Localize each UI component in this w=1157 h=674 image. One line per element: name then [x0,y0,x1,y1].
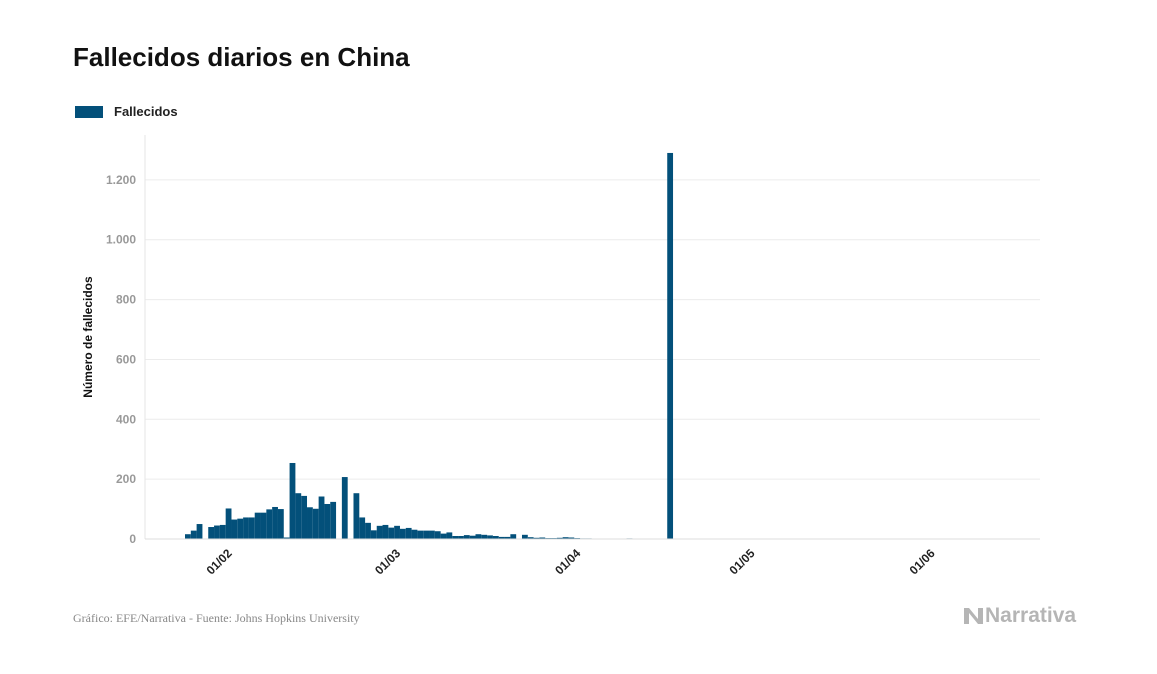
bar [370,530,377,539]
bar [231,519,238,539]
bar [219,524,226,539]
bar [190,530,197,539]
narrativa-logo: Narrativa [963,604,1076,628]
y-tick-label: 600 [116,352,136,366]
bar [521,534,528,539]
bar [475,534,482,539]
bar [527,537,534,539]
bar [452,536,459,539]
bar [417,530,424,539]
bar [359,517,366,539]
bar [254,512,261,539]
bar [492,536,499,539]
bar [434,531,441,539]
bar [208,527,215,539]
bar [399,528,406,539]
bar [533,537,540,539]
bar [556,537,563,539]
bar [394,525,400,539]
bar [312,508,319,539]
bar [243,517,249,539]
bar [446,532,453,539]
bar [504,536,511,539]
bar [324,503,331,539]
bar [458,536,464,539]
bar [498,536,505,539]
bar [260,512,267,539]
bar [510,534,517,539]
logo-mark-icon [964,608,983,624]
bar [289,462,296,539]
bar [341,477,348,539]
y-tick-label: 200 [116,472,136,486]
bar [248,517,255,539]
x-tick-label: 01/03 [372,546,403,577]
y-tick-label: 400 [116,412,136,426]
bar [411,529,418,539]
bar [463,535,470,539]
y-tick-label: 1.000 [106,233,136,247]
bar [225,508,232,539]
legend: Fallecidos [75,104,178,119]
bar [272,506,278,539]
bar [376,525,383,539]
bar [318,496,325,539]
bar [185,534,191,539]
bar [330,501,337,539]
bar [214,525,220,539]
bar [382,524,389,539]
y-axis-label: Número de fallecidos [81,276,95,398]
source-footer: Gráfico: EFE/Narrativa - Fuente: Johns H… [73,611,360,625]
bar [277,509,284,539]
bar [237,518,244,539]
y-tick-label: 1.200 [106,173,136,187]
legend-swatch [75,105,103,118]
bar [487,535,493,539]
bar [667,152,674,539]
x-tick-label: 01/06 [907,546,938,577]
chart-title: Fallecidos diarios en China [73,42,410,72]
bar [307,507,313,539]
bar [469,535,476,539]
x-tick-label: 01/05 [726,546,757,577]
bar [440,533,447,539]
bar [266,509,273,539]
bar [539,537,546,539]
bar [301,495,308,539]
bar [481,534,488,539]
bar [196,524,203,539]
bar [568,537,575,539]
y-tick-label: 800 [116,293,136,307]
y-tick-label: 0 [129,532,136,546]
legend-label: Fallecidos [114,104,178,119]
bar [283,537,290,539]
x-tick-label: 01/04 [552,546,583,577]
bar [562,537,569,539]
bar [388,527,395,539]
x-tick-label: 01/02 [204,546,235,577]
bar [423,530,430,539]
bar [429,530,435,539]
bar [353,493,360,539]
bar [295,493,302,539]
bar [405,527,412,539]
bar [365,522,371,539]
